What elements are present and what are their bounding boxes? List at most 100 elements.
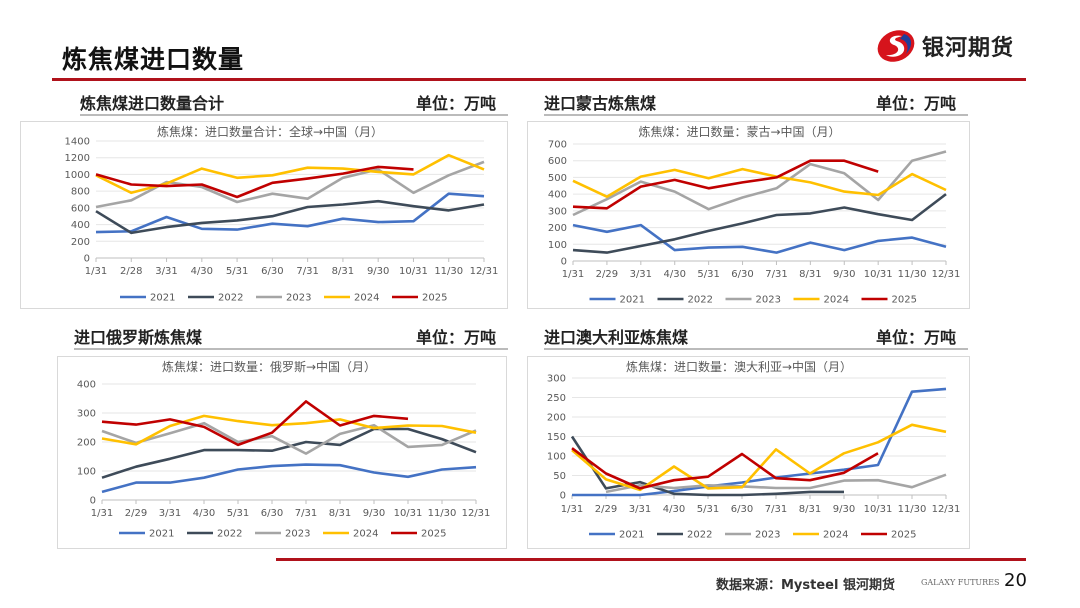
panel-unit: 单位：万吨	[875, 94, 956, 113]
x-tick-label: 8/31	[799, 504, 821, 515]
series-line-2025	[571, 447, 879, 490]
x-tick-label: 4/30	[193, 508, 215, 519]
series-line-2023	[572, 150, 947, 217]
legend-label: 2025	[892, 295, 917, 306]
x-tick-label: 6/30	[731, 269, 753, 280]
y-tick-label: 600	[71, 203, 90, 214]
x-tick-label: 8/31	[332, 266, 354, 277]
y-tick-label: 150	[547, 432, 566, 443]
series-line-2023	[101, 421, 477, 455]
legend-label: 2023	[755, 530, 780, 541]
y-tick-label: 300	[548, 206, 567, 217]
legend-label: 2023	[285, 529, 310, 540]
chart-title: 炼焦煤：进口数量合计：全球→中国（月）	[157, 124, 383, 139]
x-tick-label: 8/31	[329, 508, 351, 519]
x-tick-label: 1/31	[561, 504, 583, 515]
legend-label: 2022	[218, 293, 243, 304]
series-line-2024	[571, 423, 947, 492]
panel-header-mongolia: 进口蒙古炼焦煤 单位：万吨	[544, 90, 968, 116]
chart-total: 炼焦煤：进口数量合计：全球→中国（月） 0 200 400 600 800 1000 1200…	[20, 121, 508, 309]
y-tick-label: 200	[547, 413, 566, 424]
x-tick-label: 4/30	[663, 504, 685, 515]
x-tick-label: 9/30	[833, 504, 855, 515]
y-tick-label: 200	[548, 223, 567, 234]
y-tick-label: 800	[71, 187, 90, 198]
x-tick-label: 2/29	[596, 269, 618, 280]
legend-label: 2022	[687, 530, 712, 541]
y-tick-label: 600	[548, 156, 567, 167]
x-tick-label: 5/31	[697, 504, 719, 515]
panel-header-total: 炼焦煤进口数量合计 单位：万吨	[80, 90, 508, 116]
y-tick-label: 0	[560, 491, 566, 502]
chart-mongolia: 炼焦煤：进口数量：蒙古→中国（月） 0 100 200 300 400 500 600 700 1…	[527, 121, 970, 309]
y-tick-label: 100	[77, 467, 96, 478]
x-tick-label: 2/29	[125, 508, 147, 519]
x-tick-label: 4/30	[663, 269, 685, 280]
panel-unit: 单位：万吨	[415, 328, 496, 347]
x-tick-label: 7/31	[295, 508, 317, 519]
series-line-2022	[570, 435, 844, 497]
x-tick-label: 2/29	[595, 504, 617, 515]
y-tick-label: 1000	[65, 170, 90, 181]
line-chart: 炼焦煤：进口数量：俄罗斯→中国（月） 0 100 200 300 400 1/31 2/29 3…	[77, 359, 491, 540]
x-tick-label: 4/30	[191, 266, 213, 277]
x-tick-label: 12/31	[932, 504, 961, 515]
legend-label: 2021	[150, 293, 175, 304]
y-tick-label: 300	[547, 374, 566, 385]
y-tick-label: 1200	[65, 153, 90, 164]
x-tick-label: 6/30	[731, 504, 753, 515]
x-tick-label: 5/31	[697, 269, 719, 280]
series-line-2025	[572, 159, 879, 210]
legend-label: 2022	[688, 295, 713, 306]
legend-label: 2025	[421, 529, 446, 540]
logo: 银河期货	[876, 28, 1014, 64]
x-tick-label: 7/31	[765, 269, 787, 280]
x-tick-label: 1/31	[85, 266, 107, 277]
x-tick-label: 9/30	[367, 266, 389, 277]
series-line-2021	[101, 463, 477, 494]
x-tick-label: 11/30	[434, 266, 463, 277]
line-chart: 炼焦煤：进口数量：澳大利亚→中国（月） 0 50 100 150 200 250 300 1/3…	[547, 359, 961, 541]
legend-label: 2022	[217, 529, 242, 540]
panel-header-australia: 进口澳大利亚炼焦煤 单位：万吨	[544, 324, 968, 350]
x-tick-label: 6/30	[261, 266, 283, 277]
legend-label: 2023	[756, 295, 781, 306]
chart-title: 炼焦煤：进口数量：澳大利亚→中国（月）	[626, 359, 852, 374]
legend-label: 2021	[619, 530, 644, 541]
series-line-2022	[572, 193, 947, 254]
chart-russia: 炼焦煤：进口数量：俄罗斯→中国（月） 0 100 200 300 400 1/31 2/29 3…	[57, 356, 507, 549]
page-number: 20	[1004, 570, 1027, 591]
y-tick-label: 0	[90, 496, 96, 507]
panel-unit: 单位：万吨	[875, 328, 956, 347]
y-tick-label: 100	[547, 452, 566, 463]
x-tick-label: 7/31	[765, 504, 787, 515]
x-tick-label: 3/31	[629, 504, 651, 515]
x-tick-label: 2/28	[120, 266, 142, 277]
legend-label: 2024	[354, 293, 379, 304]
y-tick-label: 400	[71, 220, 90, 231]
series-line-2022	[95, 199, 485, 235]
x-tick-label: 8/31	[799, 269, 821, 280]
x-tick-label: 5/31	[226, 266, 248, 277]
y-tick-label: 0	[561, 257, 567, 268]
panel-label: 进口澳大利亚炼焦煤	[544, 328, 689, 347]
x-tick-label: 12/31	[470, 266, 499, 277]
series-line-2021	[95, 192, 485, 234]
legend-label: 2023	[286, 293, 311, 304]
y-tick-label: 50	[553, 471, 566, 482]
y-tick-label: 400	[548, 190, 567, 201]
legend-label: 2021	[620, 295, 645, 306]
line-chart: 炼焦煤：进口数量：蒙古→中国（月） 0 100 200 300 400 500 600 700 1…	[548, 124, 961, 306]
series-line-2025	[101, 400, 409, 447]
x-tick-label: 11/30	[428, 508, 457, 519]
chart-australia: 炼焦煤：进口数量：澳大利亚→中国（月） 0 50 100 150 200 250 300 1/3…	[527, 356, 970, 549]
y-tick-label: 100	[548, 240, 567, 251]
x-tick-label: 10/31	[394, 508, 423, 519]
x-tick-label: 1/31	[562, 269, 584, 280]
x-tick-label: 5/31	[227, 508, 249, 519]
y-tick-label: 200	[77, 438, 96, 449]
y-tick-label: 200	[71, 237, 90, 248]
panel-label: 进口俄罗斯炼焦煤	[74, 328, 203, 347]
x-tick-label: 1/31	[91, 508, 113, 519]
